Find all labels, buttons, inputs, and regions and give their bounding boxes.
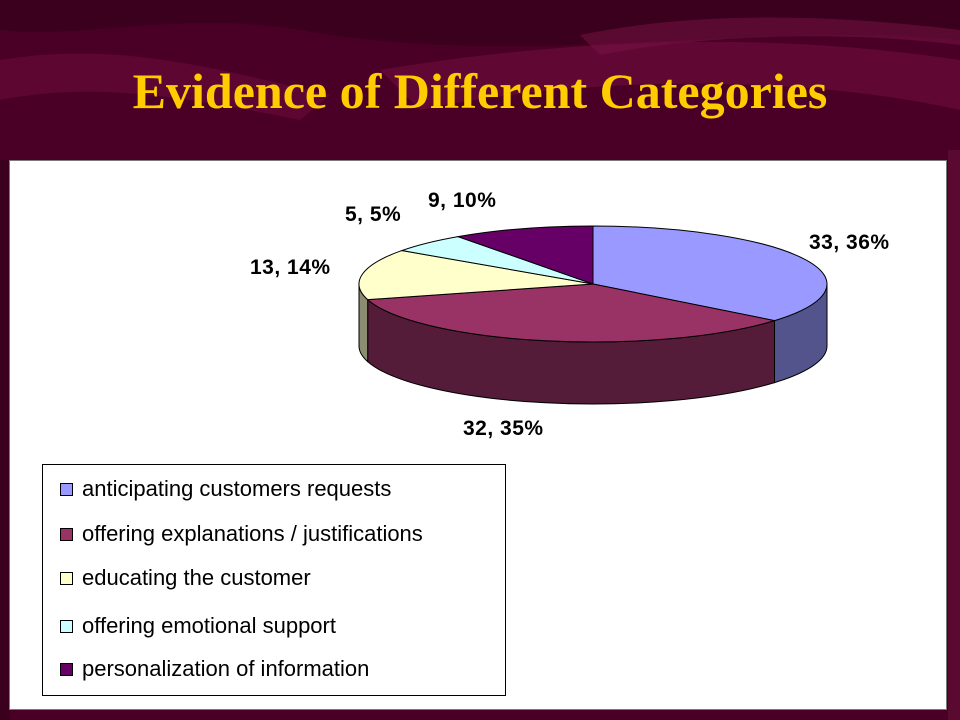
legend-label-educating: educating the customer (82, 565, 311, 590)
legend-label-emotional: offering emotional support (82, 613, 336, 638)
pie-slice-personalization (456, 225, 594, 285)
legend-swatch-explanations (60, 527, 73, 541)
legend-swatch-emotional (60, 619, 73, 633)
chart-area: 33, 36% 32, 35% 13, 14% 5, 5% 9, 10% ant… (9, 160, 947, 710)
legend-item-educating: educating the customer (60, 565, 311, 590)
legend-label-personalization: personalization of information (82, 656, 370, 681)
legend-swatch-anticipating (60, 482, 73, 496)
legend-swatch-educating (60, 571, 73, 585)
pie-chart (358, 225, 828, 405)
data-label-anticipating: 33, 36% (809, 231, 890, 254)
pie-slice-anticipating (592, 225, 828, 322)
legend-item-explanations: offering explanations / justifications (60, 521, 423, 546)
slide-title: Evidence of Different Categories (132, 63, 828, 119)
data-label-emotional: 5, 5% (345, 203, 402, 226)
data-label-personalization: 9, 10% (428, 189, 497, 212)
legend-swatch-personalization (60, 662, 73, 676)
chart-legend: anticipating customers requests offering… (42, 464, 506, 696)
legend-label-explanations: offering explanations / justifications (82, 521, 423, 546)
data-label-educating: 13, 14% (250, 256, 331, 279)
legend-item-anticipating: anticipating customers requests (60, 476, 392, 501)
pie-slice-educating (358, 250, 594, 301)
pie-slice-explanations (366, 283, 775, 343)
legend-item-emotional: offering emotional support (60, 613, 336, 638)
data-label-explanations: 32, 35% (463, 417, 544, 440)
legend-label-anticipating: anticipating customers requests (82, 476, 392, 501)
legend-item-personalization: personalization of information (60, 656, 370, 681)
